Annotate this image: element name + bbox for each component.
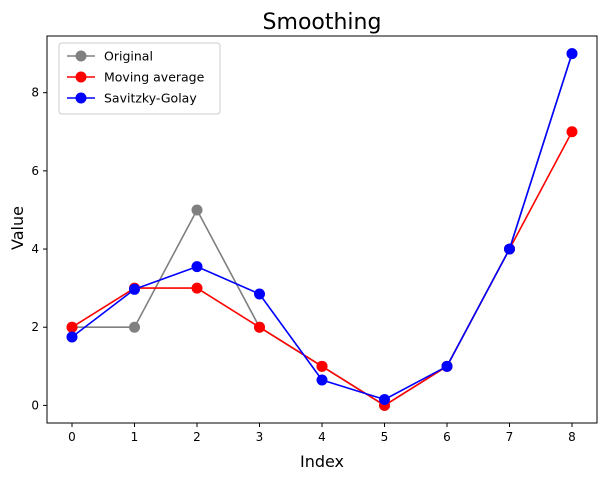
data-point (129, 321, 140, 333)
data-point (191, 282, 203, 294)
legend-marker (75, 92, 87, 104)
legend-item: Savitzky-Golay (67, 91, 197, 106)
x-tick-label: 5 (381, 430, 389, 444)
y-tick-label: 6 (31, 164, 39, 178)
x-tick-label: 7 (506, 430, 514, 444)
y-tick-label: 8 (31, 86, 39, 100)
x-tick-label: 4 (318, 430, 326, 444)
legend-item: Original (67, 49, 153, 64)
x-axis-label: Index (300, 452, 344, 471)
data-point (254, 321, 265, 333)
data-point (191, 261, 203, 273)
legend-label: Moving average (104, 70, 205, 85)
y-tick-label: 2 (31, 320, 39, 334)
legend-item: Moving average (67, 70, 205, 85)
data-point (566, 48, 578, 60)
data-point (66, 321, 78, 333)
y-tick-label: 4 (31, 242, 39, 256)
data-point (191, 204, 203, 216)
data-point (566, 126, 578, 138)
y-axis: 0 2 4 6 8 (31, 86, 47, 412)
data-point (66, 331, 78, 343)
legend: Original Moving average Savitzky-Golay (58, 42, 221, 115)
series-layer (66, 48, 578, 411)
axes-frame (46, 35, 598, 424)
x-tick-label: 2 (193, 430, 201, 444)
data-point (129, 283, 140, 295)
data-point (316, 374, 328, 386)
legend-box (58, 42, 221, 115)
x-tick-label: 0 (68, 430, 76, 444)
y-axis-label: Value (8, 206, 27, 250)
data-point (504, 243, 515, 255)
legend-marker (75, 71, 87, 83)
chart-title: Smoothing (263, 10, 382, 35)
x-tick-label: 8 (568, 430, 576, 444)
y-tick-label: 0 (31, 398, 39, 412)
x-axis: 0 1 2 3 4 5 6 7 8 (68, 423, 576, 444)
data-point (254, 288, 265, 300)
data-point (441, 360, 453, 372)
series-moving-average (66, 126, 578, 411)
x-tick-label: 3 (256, 430, 264, 444)
series-savitzky-golay (66, 48, 578, 406)
legend-label: Original (104, 49, 153, 64)
x-tick-label: 6 (443, 430, 451, 444)
x-tick-label: 1 (131, 430, 139, 444)
data-point (379, 394, 390, 406)
legend-marker (75, 50, 87, 62)
legend-label: Savitzky-Golay (104, 91, 197, 106)
data-point (316, 360, 328, 372)
